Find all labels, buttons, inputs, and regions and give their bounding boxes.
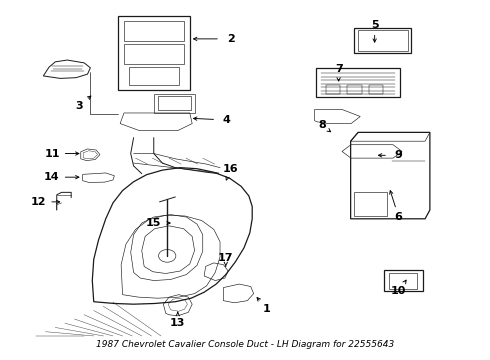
Text: 15: 15 — [146, 218, 161, 228]
Text: 12: 12 — [31, 197, 46, 207]
Text: 11: 11 — [44, 149, 60, 158]
Text: 9: 9 — [395, 150, 403, 160]
Text: 5: 5 — [371, 20, 378, 30]
Text: 4: 4 — [223, 115, 231, 125]
Bar — [384, 270, 423, 291]
Text: 13: 13 — [170, 318, 185, 328]
Text: 16: 16 — [223, 165, 239, 174]
Text: 3: 3 — [75, 101, 83, 111]
Text: 14: 14 — [44, 172, 60, 182]
Text: 2: 2 — [227, 34, 235, 44]
Text: 8: 8 — [318, 120, 326, 130]
Bar — [347, 85, 362, 94]
Text: 17: 17 — [218, 253, 234, 263]
Text: 1: 1 — [263, 304, 270, 314]
Bar — [326, 85, 340, 94]
Bar — [369, 85, 383, 94]
Bar — [354, 28, 411, 53]
Bar — [358, 30, 408, 50]
Text: 10: 10 — [391, 286, 406, 296]
Text: 7: 7 — [335, 64, 343, 74]
Bar — [316, 68, 400, 97]
Text: 6: 6 — [395, 212, 403, 222]
Bar — [389, 273, 417, 289]
Bar — [354, 192, 387, 216]
Text: 1987 Chevrolet Cavalier Console Duct - LH Diagram for 22555643: 1987 Chevrolet Cavalier Console Duct - L… — [96, 339, 394, 348]
